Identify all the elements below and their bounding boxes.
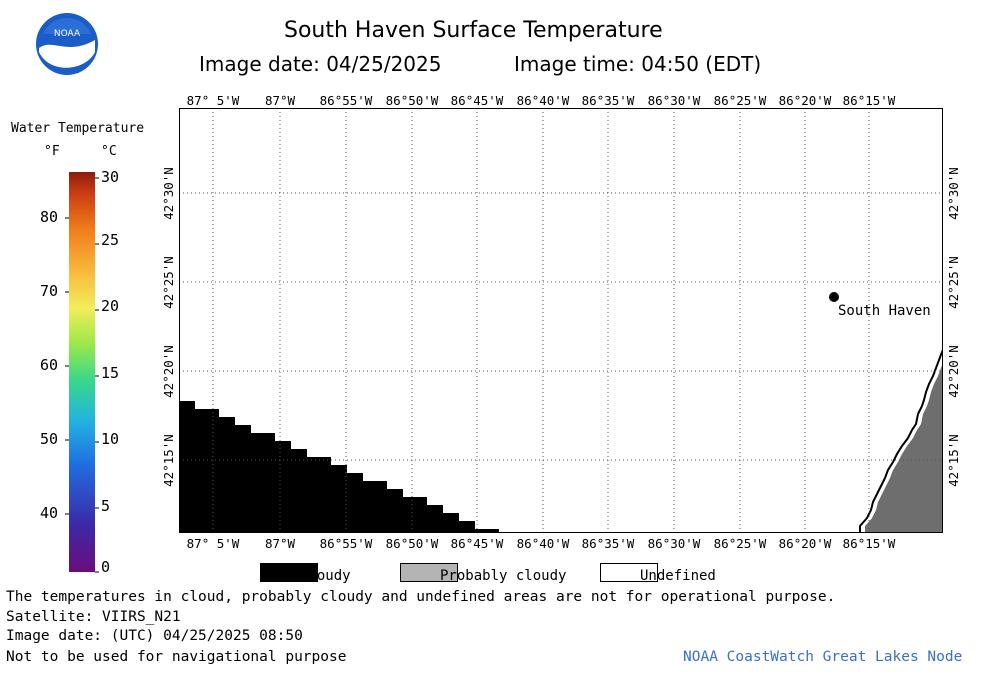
lon-label: 86°45'W	[450, 536, 504, 551]
lat-label: 42°20'N	[160, 345, 176, 398]
f-tick: 70	[39, 282, 58, 300]
lon-label: 87° 5'W	[186, 93, 240, 108]
temperature-map	[179, 108, 943, 533]
lon-label: 86°35'W	[581, 93, 635, 108]
disclaimer: The temperatures in cloud, probably clou…	[6, 589, 836, 605]
probably-cloudy-label: Probably cloudy	[440, 568, 567, 584]
undefined-swatch	[600, 563, 658, 582]
c-tick: 0	[101, 558, 111, 576]
lon-label: 86°50'W	[385, 536, 439, 551]
c-tick: 30	[101, 168, 120, 186]
lat-label: 42°30'N	[160, 167, 176, 220]
graticule	[179, 108, 943, 532]
city-label: South Haven	[838, 303, 931, 319]
shoreline	[861, 353, 943, 532]
lon-label: 86°25'W	[713, 536, 767, 551]
lon-label: 86°45'W	[450, 93, 504, 108]
f-tick: 80	[39, 208, 58, 226]
lon-label: 86°35'W	[581, 536, 635, 551]
c-tick: 5	[101, 497, 111, 515]
satellite-info: Satellite: VIIRS_N21	[6, 609, 181, 625]
lon-label: 86°15'W	[842, 93, 896, 108]
noaa-logo: NOAA	[36, 13, 98, 75]
lon-label: 87°W	[264, 536, 296, 551]
cloudy-label: Cloudy	[300, 568, 351, 584]
lat-label: 42°25'N	[945, 256, 961, 309]
page-title: South Haven Surface Temperature	[284, 18, 663, 43]
credit-link[interactable]: NOAA CoastWatch Great Lakes Node	[683, 649, 963, 665]
temperature-colorbar	[69, 172, 95, 572]
lon-label: 87°W	[264, 93, 296, 108]
lat-label: 42°30'N	[945, 167, 961, 220]
lat-label: 42°25'N	[160, 256, 176, 309]
c-tick: 15	[101, 364, 120, 382]
south-haven-marker	[829, 292, 839, 302]
lon-label: 86°20'W	[778, 93, 832, 108]
land-area	[865, 108, 943, 532]
f-tick: 50	[39, 430, 58, 448]
c-tick: 10	[101, 430, 120, 448]
lat-label: 42°15'N	[160, 434, 176, 487]
c-tick: 25	[101, 231, 120, 249]
f-tick: 60	[39, 356, 58, 374]
cloudy-swatch	[260, 563, 318, 582]
lat-label: 42°20'N	[945, 345, 961, 398]
undefined-label: Undefined	[640, 568, 716, 584]
image-time: Image time: 04:50 (EDT)	[514, 52, 762, 76]
lon-label: 86°20'W	[778, 536, 832, 551]
c-tick: 20	[101, 297, 120, 315]
utc-date: Image date: (UTC) 04/25/2025 08:50	[6, 628, 303, 644]
lon-label: 86°40'W	[516, 93, 570, 108]
lat-label: 42°15'N	[945, 434, 961, 487]
unit-fahrenheit: °F	[44, 144, 60, 159]
svg-text:NOAA: NOAA	[54, 29, 81, 39]
colorbar-title: Water Temperature	[11, 121, 145, 136]
lon-label: 86°30'W	[647, 93, 701, 108]
lon-label: 86°55'W	[319, 536, 373, 551]
cloud-area	[179, 401, 499, 532]
f-tick: 40	[39, 504, 58, 522]
lon-label: 86°55'W	[319, 93, 373, 108]
unit-celsius: °C	[101, 144, 117, 159]
nav-warning: Not to be used for navigational purpose	[6, 649, 347, 665]
lon-label: 86°50'W	[385, 93, 439, 108]
lon-label: 86°25'W	[713, 93, 767, 108]
lon-label: 87° 5'W	[186, 536, 240, 551]
probably-cloudy-swatch	[400, 563, 458, 582]
lon-label: 86°40'W	[516, 536, 570, 551]
image-date: Image date: 04/25/2025	[199, 52, 442, 76]
lon-label: 86°15'W	[842, 536, 896, 551]
lon-label: 86°30'W	[647, 536, 701, 551]
colorbar-ticks	[65, 177, 99, 573]
